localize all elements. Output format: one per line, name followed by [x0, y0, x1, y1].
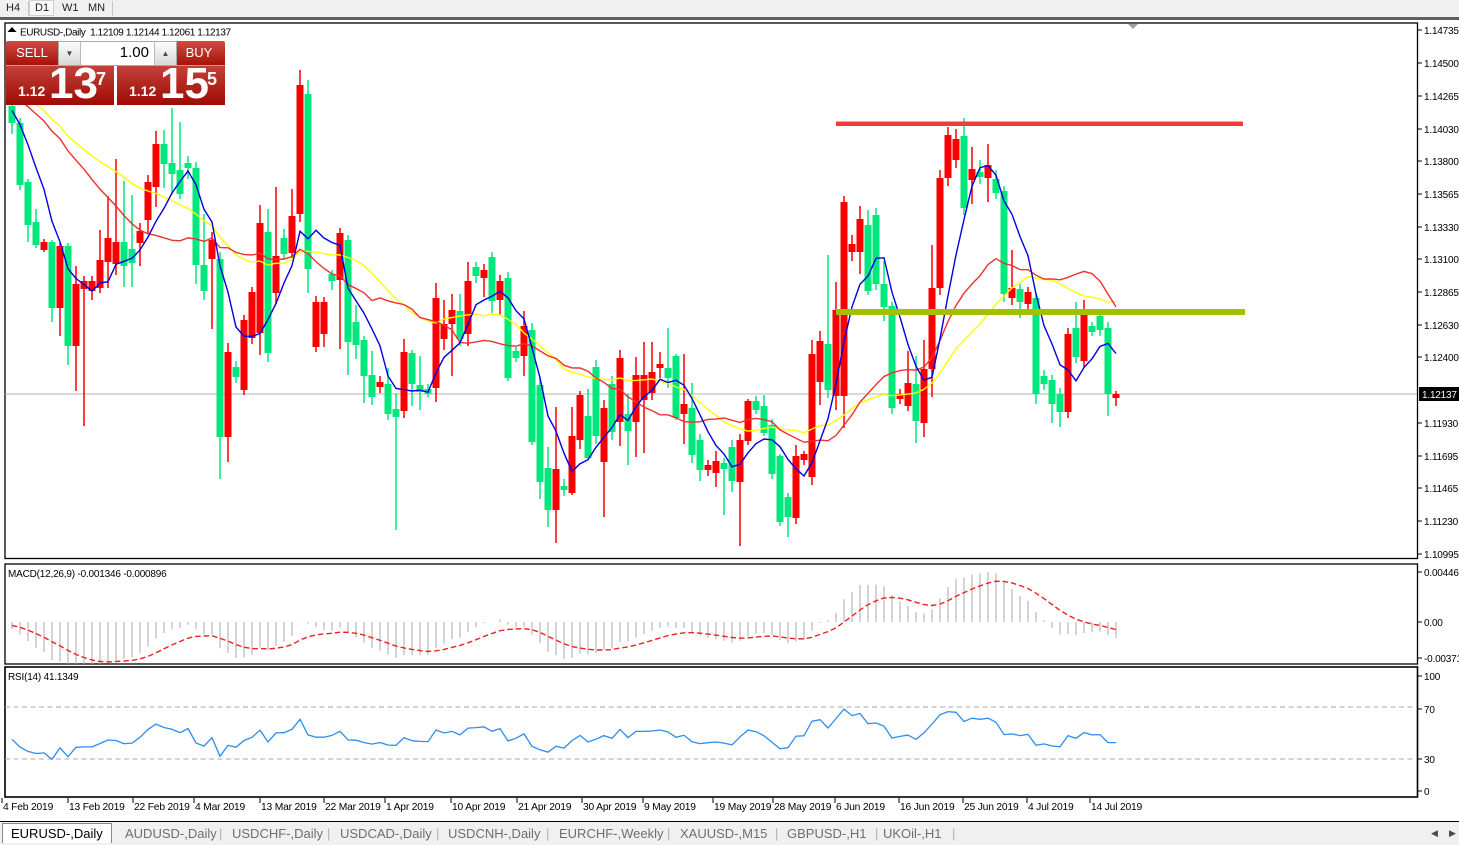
- svg-text:70: 70: [1424, 705, 1435, 716]
- svg-text:1.11930: 1.11930: [1424, 419, 1459, 430]
- svg-text:14 Jul 2019: 14 Jul 2019: [1091, 802, 1143, 813]
- svg-text:1.13565: 1.13565: [1424, 190, 1459, 201]
- svg-text:1.14265: 1.14265: [1424, 92, 1459, 103]
- svg-text:6 Jun 2019: 6 Jun 2019: [836, 802, 885, 813]
- svg-text:1.14500: 1.14500: [1424, 59, 1459, 70]
- svg-text:10 Apr 2019: 10 Apr 2019: [452, 802, 506, 813]
- svg-text:28 May 2019: 28 May 2019: [774, 802, 832, 813]
- svg-text:25 Jun 2019: 25 Jun 2019: [964, 802, 1019, 813]
- svg-text:1.11230: 1.11230: [1424, 517, 1459, 528]
- svg-text:1.13800: 1.13800: [1424, 157, 1459, 168]
- svg-text:22 Mar 2019: 22 Mar 2019: [325, 802, 381, 813]
- svg-text:4 Jul 2019: 4 Jul 2019: [1028, 802, 1074, 813]
- svg-text:13 Mar 2019: 13 Mar 2019: [261, 802, 317, 813]
- svg-text:100: 100: [1424, 672, 1441, 683]
- svg-text:1 Apr 2019: 1 Apr 2019: [386, 802, 434, 813]
- svg-text:19 May 2019: 19 May 2019: [714, 802, 772, 813]
- svg-text:MACD(12,26,9) -0.001346 -0.000: MACD(12,26,9) -0.001346 -0.000896: [8, 569, 167, 580]
- svg-text:1.13330: 1.13330: [1424, 223, 1459, 234]
- svg-text:0.004465: 0.004465: [1424, 568, 1459, 579]
- svg-text:13 Feb 2019: 13 Feb 2019: [69, 802, 125, 813]
- svg-text:9 May 2019: 9 May 2019: [644, 802, 696, 813]
- svg-text:EURUSD-,Daily 1.12109 1.12144: EURUSD-,Daily 1.12109 1.12144 1.12061 1.…: [20, 28, 231, 39]
- svg-text:RSI(14) 41.1349: RSI(14) 41.1349: [8, 672, 79, 683]
- svg-text:22 Feb 2019: 22 Feb 2019: [134, 802, 190, 813]
- svg-text:0.00: 0.00: [1424, 618, 1443, 629]
- svg-text:16 Jun 2019: 16 Jun 2019: [900, 802, 955, 813]
- svg-text:1.12865: 1.12865: [1424, 288, 1459, 299]
- svg-text:1.11465: 1.11465: [1424, 484, 1459, 495]
- svg-text:1.13100: 1.13100: [1424, 255, 1459, 266]
- svg-text:30: 30: [1424, 755, 1435, 766]
- svg-text:1.14735: 1.14735: [1424, 26, 1459, 37]
- svg-text:1.12137: 1.12137: [1422, 390, 1457, 401]
- svg-text:4 Feb 2019: 4 Feb 2019: [3, 802, 54, 813]
- svg-text:0: 0: [1424, 787, 1430, 798]
- svg-text:21 Apr 2019: 21 Apr 2019: [518, 802, 572, 813]
- svg-text:4 Mar 2019: 4 Mar 2019: [195, 802, 246, 813]
- svg-text:1.14030: 1.14030: [1424, 125, 1459, 136]
- svg-text:30 Apr 2019: 30 Apr 2019: [583, 802, 637, 813]
- svg-text:1.12630: 1.12630: [1424, 321, 1459, 332]
- svg-text:-0.003715: -0.003715: [1424, 654, 1459, 665]
- svg-text:1.12400: 1.12400: [1424, 353, 1459, 364]
- svg-text:1.10995: 1.10995: [1424, 550, 1459, 561]
- svg-text:1.11695: 1.11695: [1424, 452, 1459, 463]
